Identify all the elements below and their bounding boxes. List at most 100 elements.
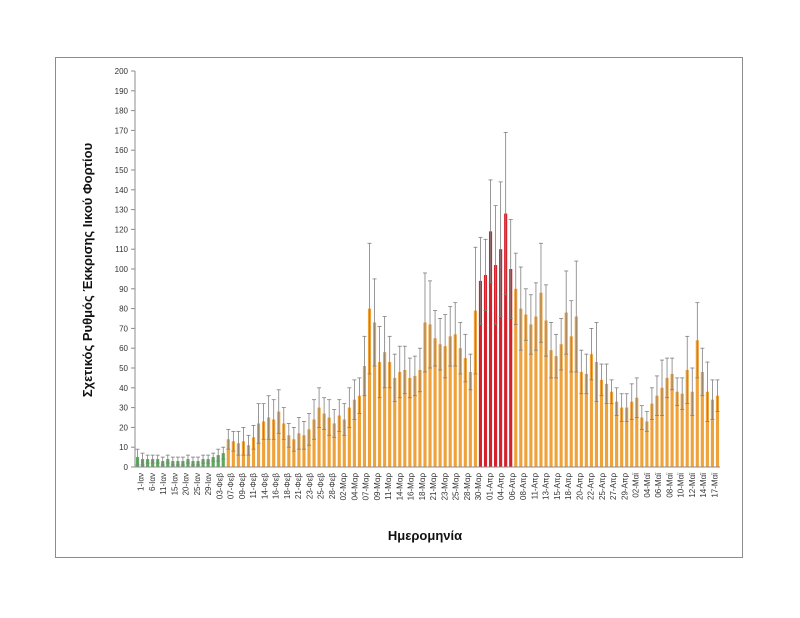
- x-tick-label: 18-Φεβ: [283, 473, 292, 500]
- bar: [388, 362, 392, 467]
- bar: [277, 411, 281, 467]
- x-tick-label: 30-Μαρ: [474, 473, 483, 501]
- bar: [272, 419, 276, 467]
- x-tick-label: 25-Φεβ: [317, 473, 326, 500]
- x-tick-label: 10-Μαϊ: [677, 473, 686, 498]
- bar: [448, 336, 452, 467]
- bar: [337, 415, 341, 467]
- bar: [307, 429, 311, 467]
- y-tick-label: 40: [119, 384, 128, 393]
- x-tick-label: 14-Μαρ: [395, 473, 404, 501]
- bar: [262, 421, 266, 467]
- x-tick-label: 11-Μαρ: [384, 473, 393, 500]
- x-tick-label: 13-Απρ: [542, 473, 551, 500]
- error-bars-group: [135, 131, 720, 466]
- x-tick-label: 12-Μαϊ: [688, 473, 697, 498]
- bar: [504, 213, 508, 467]
- x-tick-label: 29-Απρ: [620, 473, 629, 500]
- bar: [231, 441, 235, 467]
- bar: [438, 344, 442, 467]
- x-tick-label: 09-Μαρ: [373, 473, 382, 501]
- bar: [660, 387, 664, 467]
- bar: [332, 423, 336, 467]
- bar: [393, 377, 397, 467]
- bar: [473, 310, 477, 467]
- x-tick-label: 06-Απρ: [508, 473, 517, 500]
- bar: [327, 417, 331, 467]
- y-tick-label: 20: [119, 423, 128, 432]
- bar: [468, 371, 472, 467]
- bar: [640, 417, 644, 467]
- bar: [700, 371, 704, 467]
- bar: [559, 344, 563, 467]
- bar: [221, 453, 225, 467]
- bar: [357, 395, 361, 467]
- bar: [418, 369, 422, 467]
- bar: [453, 334, 457, 467]
- x-tick-label: 02-Μαρ: [339, 473, 348, 501]
- y-axis-ticks: 0 10 20 30 40 50 60 70 80 90 100 110 120 130 140 150 160…: [115, 67, 135, 472]
- bar: [408, 377, 412, 467]
- bar: [529, 324, 533, 467]
- y-tick-label: 0: [124, 463, 129, 472]
- bar: [352, 399, 356, 467]
- x-tick-label: 03-Φεβ: [215, 473, 224, 500]
- x-tick-label: 28-Μαρ: [463, 473, 472, 501]
- bar: [433, 338, 437, 467]
- bar: [564, 312, 568, 467]
- y-axis-title: Σχετικός Ρυθμός Έκκρισης Ιικού Φορτίου: [80, 142, 95, 397]
- x-tick-label: 11-Φεβ: [249, 473, 258, 499]
- bar: [715, 395, 720, 467]
- bar: [226, 439, 230, 467]
- bar: [604, 383, 609, 467]
- bar: [297, 433, 301, 467]
- x-tick-label: 17-Μαϊ: [710, 473, 719, 498]
- y-tick-label: 10: [119, 443, 128, 452]
- bar: [342, 419, 346, 467]
- bar: [675, 391, 679, 467]
- y-tick-label: 120: [115, 225, 129, 234]
- x-tick-label: 08-Μαϊ: [665, 473, 674, 498]
- bar: [362, 366, 367, 467]
- bar: [665, 377, 669, 467]
- x-tick-label: 07-Φεβ: [227, 473, 236, 500]
- bar: [499, 249, 503, 467]
- bar: [690, 391, 694, 467]
- bar: [549, 350, 553, 467]
- x-tick-label: 09-Φεβ: [238, 473, 247, 500]
- bar: [509, 269, 513, 467]
- y-tick-label: 80: [119, 305, 128, 314]
- bar: [579, 371, 583, 467]
- bar: [615, 401, 619, 467]
- x-axis-ticks: 1-Ιαν 6-Ιαν 11-Ιαν 15-Ιαν 20-Ιαν 25-Ιαν 29-Ιαν…: [137, 473, 720, 501]
- bar: [680, 393, 684, 467]
- bar: [251, 437, 256, 467]
- bar: [494, 265, 498, 467]
- x-tick-label: 28-Φεβ: [328, 473, 337, 500]
- bar: [423, 322, 427, 467]
- y-tick-label: 180: [115, 107, 129, 116]
- bar: [610, 391, 614, 467]
- x-tick-label: 1-Ιαν: [137, 473, 146, 491]
- y-tick-label: 50: [119, 364, 128, 373]
- x-tick-label: 25-Απρ: [598, 473, 607, 500]
- x-tick-label: 20-Ιαν: [182, 473, 191, 495]
- bar: [378, 362, 382, 467]
- bars-group: [135, 213, 720, 467]
- bar: [292, 439, 296, 467]
- chart-frame: [55, 57, 743, 558]
- y-tick-label: 160: [115, 146, 129, 155]
- bar: [569, 336, 573, 467]
- bar: [655, 395, 659, 467]
- x-tick-label: 01-Απρ: [485, 473, 494, 500]
- bar: [650, 403, 654, 467]
- bar: [347, 407, 351, 467]
- x-tick-label: 14-Φεβ: [260, 473, 269, 500]
- x-tick-label: 14-Μαϊ: [699, 473, 708, 498]
- x-tick-label: 21-Μαρ: [429, 473, 438, 501]
- x-tick-label: 04-Μαρ: [350, 473, 359, 501]
- bar: [534, 316, 538, 467]
- bar: [458, 348, 462, 467]
- y-tick-label: 60: [119, 344, 128, 353]
- bar: [267, 417, 271, 467]
